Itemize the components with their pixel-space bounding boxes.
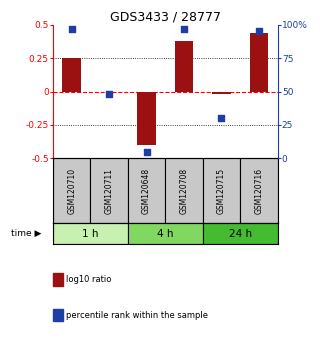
Text: GSM120708: GSM120708 [179,168,188,214]
Point [181,26,187,32]
Bar [62,58,81,92]
Text: 1 h: 1 h [82,229,99,239]
Bar [128,223,203,244]
Bar [137,92,156,145]
Text: GSM120711: GSM120711 [105,168,114,214]
Text: log10 ratio: log10 ratio [66,275,111,284]
Text: percentile rank within the sample: percentile rank within the sample [66,310,208,320]
Bar [203,158,240,223]
Text: 4 h: 4 h [157,229,174,239]
Point [107,91,112,97]
Text: 24 h: 24 h [229,229,252,239]
Point [69,26,74,32]
Bar [128,158,165,223]
Bar [165,158,203,223]
Bar [240,158,278,223]
Point [256,29,262,34]
Point [219,115,224,121]
Bar [250,33,268,92]
Title: GDS3433 / 28777: GDS3433 / 28777 [110,11,221,24]
Bar [53,158,91,223]
Text: GSM120715: GSM120715 [217,168,226,214]
Text: GSM120710: GSM120710 [67,168,76,214]
Bar [53,223,128,244]
Text: time ▶: time ▶ [12,229,42,238]
Bar [91,158,128,223]
Bar [212,92,231,94]
Bar [203,223,278,244]
Bar [175,41,193,92]
Point [144,149,149,154]
Text: GSM120716: GSM120716 [255,168,264,214]
Text: GSM120648: GSM120648 [142,168,151,214]
